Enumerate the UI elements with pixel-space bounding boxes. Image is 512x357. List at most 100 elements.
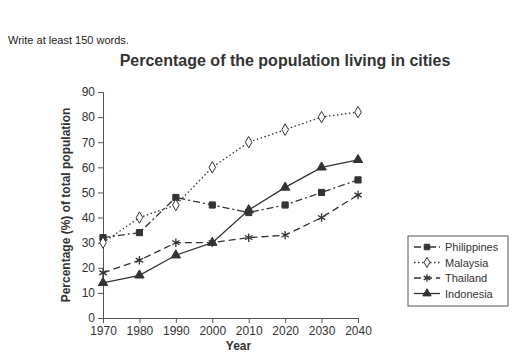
data-point xyxy=(355,106,362,117)
tick-label: 20 xyxy=(82,261,96,275)
tick-mark xyxy=(98,92,103,93)
data-point xyxy=(318,111,325,122)
tick: 10 xyxy=(82,286,103,300)
tick-mark xyxy=(98,117,103,118)
tick-label: 2010 xyxy=(236,324,263,338)
x-axis-title: Year xyxy=(226,339,252,353)
data-point xyxy=(245,136,252,147)
legend-label: Thailand xyxy=(445,272,487,284)
legend-marker xyxy=(423,289,431,296)
tick-mark xyxy=(98,318,103,319)
tick-mark xyxy=(212,318,213,323)
data-point xyxy=(173,199,180,210)
tick: 60 xyxy=(82,161,103,175)
chart: Write at least 150 words. Percentage of t… xyxy=(0,0,512,357)
data-point xyxy=(353,154,362,162)
tick-mark xyxy=(139,318,140,323)
data-point xyxy=(318,213,325,221)
tick: 1980 xyxy=(127,318,154,338)
tick-label: 2030 xyxy=(309,324,336,338)
tick-label: 2040 xyxy=(345,324,372,338)
tick-mark xyxy=(103,318,104,323)
data-point xyxy=(172,238,179,246)
series-line xyxy=(103,112,358,243)
data-point xyxy=(136,212,143,223)
tick-mark xyxy=(98,268,103,269)
legend-label: Malaysia xyxy=(445,257,489,269)
tick-label: 80 xyxy=(82,110,96,124)
data-point xyxy=(209,162,216,173)
legend: Philippines Malaysia Thailand Indonesia xyxy=(408,236,508,306)
tick-label: 1990 xyxy=(163,324,190,338)
tick: 1970 xyxy=(90,318,117,338)
data-point xyxy=(355,177,361,183)
tick: 1990 xyxy=(163,318,190,338)
data-point xyxy=(209,202,215,208)
data-point xyxy=(100,237,107,248)
tick: 80 xyxy=(82,110,103,124)
tick-mark xyxy=(98,192,103,193)
data-point xyxy=(136,256,143,264)
tick-mark xyxy=(358,318,359,323)
legend-label: Philippines xyxy=(445,241,499,253)
tick-mark xyxy=(322,318,323,323)
legend-marker xyxy=(424,257,430,267)
tick: 70 xyxy=(82,136,103,150)
tick: 2040 xyxy=(345,318,372,338)
data-point xyxy=(136,230,142,236)
data-point xyxy=(171,250,180,258)
data-point xyxy=(245,233,252,241)
tick-mark xyxy=(98,218,103,219)
data-point xyxy=(135,270,144,278)
tick: 50 xyxy=(82,186,103,200)
tick-label: 40 xyxy=(82,211,96,225)
tick-label: 1980 xyxy=(127,324,154,338)
tick-mark xyxy=(98,293,103,294)
tick-mark xyxy=(98,142,103,143)
legend-marker xyxy=(424,244,429,249)
y-axis-title: Percentage (%) of total population xyxy=(59,108,73,303)
data-point xyxy=(98,277,107,285)
tick: 2010 xyxy=(236,318,263,338)
tick-mark xyxy=(98,167,103,168)
tick-label: 90 xyxy=(82,85,96,99)
series-line xyxy=(103,180,358,238)
tick-label: 50 xyxy=(82,186,96,200)
data-point xyxy=(281,231,288,239)
tick-label: 2000 xyxy=(199,324,226,338)
tick: 2030 xyxy=(309,318,336,338)
tick-label: 2020 xyxy=(272,324,299,338)
data-point xyxy=(282,202,288,208)
tick-label: 30 xyxy=(82,236,96,250)
y-axis: 0102030405060708090 xyxy=(82,85,104,325)
data-point xyxy=(354,191,361,199)
tick-label: 70 xyxy=(82,136,96,150)
tick-label: 60 xyxy=(82,161,96,175)
series-line xyxy=(103,195,358,273)
data-point xyxy=(99,269,106,277)
tick: 2020 xyxy=(272,318,299,338)
annotation: Write at least 150 words. xyxy=(8,34,129,46)
data-point xyxy=(318,189,324,195)
tick: 40 xyxy=(82,211,103,225)
tick: 20 xyxy=(82,261,103,275)
data-point xyxy=(317,162,326,170)
data-point xyxy=(244,205,253,213)
tick-mark xyxy=(176,318,177,323)
data-point xyxy=(282,124,289,135)
axis-line xyxy=(104,319,359,324)
legend-label: Indonesia xyxy=(445,288,494,300)
x-axis: 1970 1980 1990 2000 2010 2020 2030 2040 xyxy=(90,318,372,338)
data-point xyxy=(208,237,217,245)
tick-label: 10 xyxy=(82,286,96,300)
legend-box xyxy=(408,236,508,306)
data-point xyxy=(280,182,289,190)
legend-marker xyxy=(424,274,431,282)
title: Percentage of the population living in c… xyxy=(120,52,451,69)
tick-label: 1970 xyxy=(90,324,117,338)
tick: 2000 xyxy=(199,318,226,338)
tick-mark xyxy=(249,318,250,323)
plot-area xyxy=(98,106,362,285)
tick-mark xyxy=(285,318,286,323)
series-line xyxy=(103,160,358,283)
